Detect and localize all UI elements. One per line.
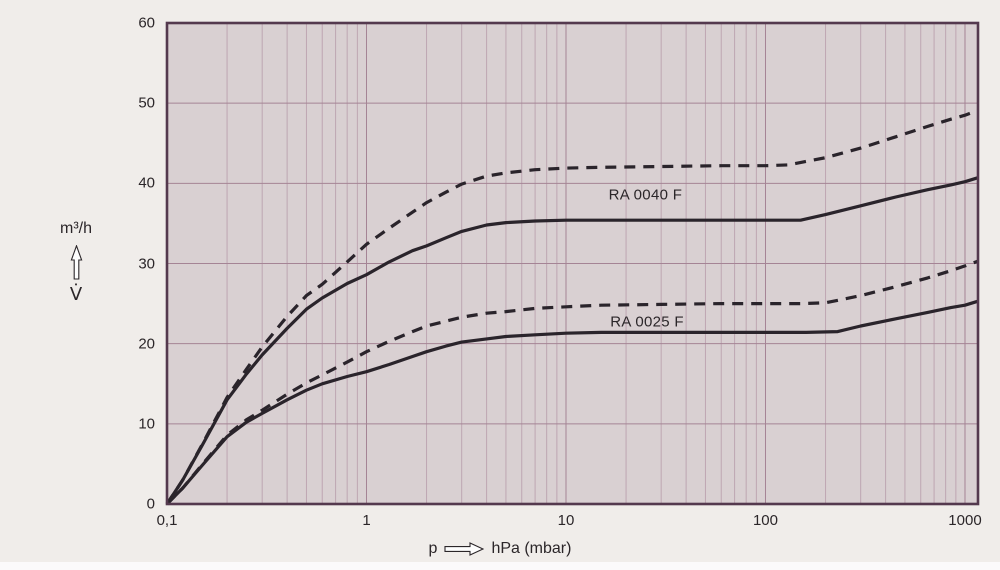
y-tick-label: 60 [138,14,155,32]
y-axis-symbol: V̇ [69,284,83,305]
plot-border [165,21,980,506]
curve-label-ra-0025-f: RA 0025 F [610,313,684,331]
bottom-strip [0,562,1000,570]
curve-ra-0040-f-solid [165,176,979,505]
curve-ra-0025-f-dashed [165,259,979,506]
y-tick-label: 30 [138,255,155,272]
x-axis-symbol: p [428,540,438,557]
y-axis-unit-block: m³/h V̇ [41,220,111,305]
curve-label-ra-0040-f: RA 0040 F [608,186,683,204]
right-arrow-icon [444,542,485,556]
y-tick-label: 0 [146,495,155,513]
x-tick-label: 100 [752,512,778,529]
x-tick-label: 1000 [948,512,982,529]
y-axis-unit-label: m³/h [60,220,92,237]
x-tick-label: 10 [557,512,575,529]
y-tick-label: 10 [138,415,155,433]
x-tick-label: 1 [362,512,371,529]
y-tick-label: 40 [138,174,155,192]
x-tick-label: 0,1 [156,512,178,529]
y-tick-label: 20 [138,335,155,353]
up-arrow-icon [70,245,82,280]
x-axis-unit-label: hPa (mbar) [491,540,572,557]
curve-ra-0040-f-dashed [165,108,979,505]
x-axis-label-block: p hPa (mbar) [0,540,1000,558]
y-tick-label: 50 [138,94,155,112]
curve-ra-0025-f-solid [165,299,979,506]
